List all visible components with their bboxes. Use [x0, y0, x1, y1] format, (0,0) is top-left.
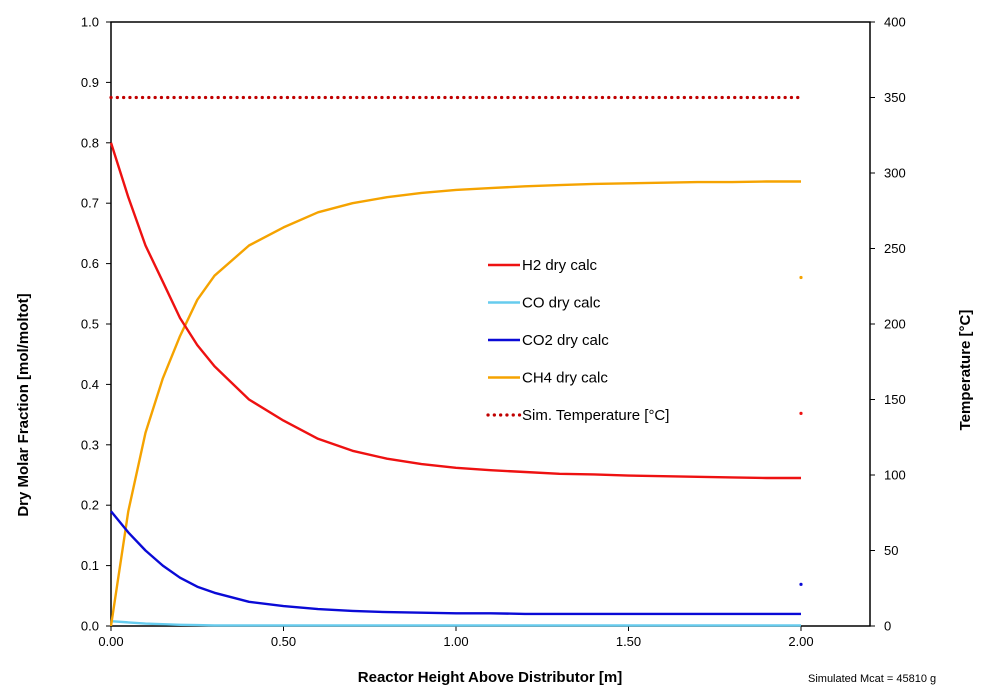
y-tick-label: 0.1	[81, 558, 99, 573]
data-marker	[799, 582, 803, 586]
y-tick-label: 0.3	[81, 437, 99, 452]
y2-tick-label: 150	[884, 392, 906, 407]
y-axis-ticks: 0.0 0.1 0.2 0.3 0.4 0.5 0.6 0.7 0.8 0.9 1.0	[81, 15, 111, 634]
y-tick-label: 0.5	[81, 317, 99, 332]
marker-layer	[799, 275, 803, 586]
data-marker	[799, 275, 803, 280]
legend-label: H2 dry calc	[522, 257, 598, 274]
x-axis-title: Reactor Height Above Distributor [m]	[358, 669, 622, 686]
series-line-ch4	[109, 180, 801, 627]
y2-tick-label: 0	[884, 619, 891, 634]
y2-tick-label: 250	[884, 241, 906, 256]
series-layer	[109, 95, 803, 627]
y2-axis-title: Temperature [°C]	[957, 310, 974, 431]
legend-label: CH4 dry calc	[522, 370, 608, 387]
y-tick-label: 0.6	[81, 256, 99, 271]
series-line-h2	[109, 142, 801, 480]
y2-tick-label: 400	[884, 15, 906, 30]
legend: H2 dry calc CO dry calc CO2 dry calc CH4 dr…	[486, 257, 669, 424]
series-line-co2	[110, 510, 801, 616]
y2-axis-ticks: 0 50 100 150 200 250 300 350 400	[870, 15, 906, 634]
data-marker	[799, 411, 803, 415]
legend-label: CO dry calc	[522, 295, 601, 312]
y2-tick-label: 200	[884, 317, 906, 332]
y2-tick-label: 350	[884, 90, 906, 105]
x-tick-label: 2.00	[788, 634, 813, 649]
legend-label: CO2 dry calc	[522, 332, 609, 349]
x-tick-label: 1.50	[616, 634, 641, 649]
y-tick-label: 0.7	[81, 196, 99, 211]
legend-label: Sim. Temperature [°C]	[522, 407, 669, 424]
x-tick-label: 0.00	[98, 634, 123, 649]
simulated-mcat-note: Simulated Mcat = 45810 g	[808, 673, 936, 685]
y-tick-label: 0.4	[81, 377, 99, 392]
y-tick-label: 1.0	[81, 15, 99, 30]
y2-tick-label: 100	[884, 468, 906, 483]
plot-area	[110, 21, 871, 627]
x-tick-label: 0.50	[271, 634, 296, 649]
y-tick-label: 0.9	[81, 75, 99, 90]
y-tick-label: 0.0	[81, 619, 99, 634]
y2-tick-label: 300	[884, 166, 906, 181]
x-tick-label: 1.00	[443, 634, 468, 649]
y-tick-label: 0.8	[81, 135, 99, 150]
y2-tick-label: 50	[884, 543, 898, 558]
x-axis-ticks: 0.00 0.50 1.00 1.50 2.00	[98, 626, 814, 649]
series-line-co	[110, 620, 801, 627]
y-tick-label: 0.2	[81, 498, 99, 513]
y-axis-title: Dry Molar Fraction [mol/moltot]	[15, 293, 32, 516]
